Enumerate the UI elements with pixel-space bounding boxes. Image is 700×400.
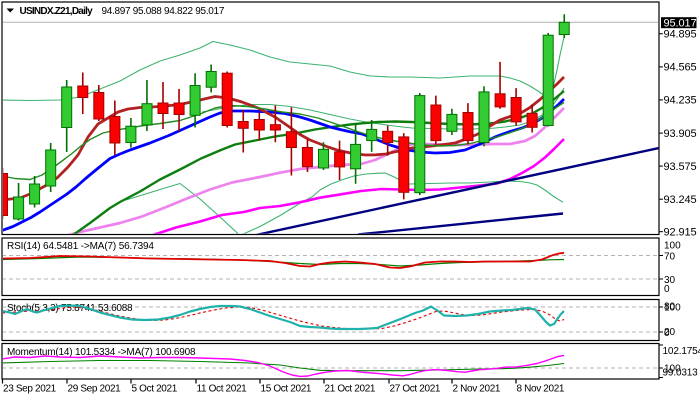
svg-text:94.897 95.088 94.822 95.017: 94.897 95.088 94.822 95.017	[102, 6, 225, 17]
svg-text:94.565: 94.565	[664, 62, 697, 74]
svg-text:93.245: 93.245	[664, 194, 697, 206]
svg-text:80: 80	[664, 302, 676, 313]
svg-text:100: 100	[664, 303, 681, 314]
svg-text:5 Oct 2021: 5 Oct 2021	[132, 383, 178, 394]
svg-text:92.915: 92.915	[664, 227, 697, 239]
svg-text:93.905: 93.905	[664, 128, 697, 140]
svg-text:15 Oct 2021: 15 Oct 2021	[261, 383, 312, 394]
svg-text:70: 70	[664, 252, 676, 263]
svg-text:23 Sep 2021: 23 Sep 2021	[3, 383, 57, 394]
svg-text:100: 100	[664, 241, 681, 252]
svg-text:Momentum(14) 101.5334 ->MA(7): Momentum(14) 101.5334 ->MA(7) 100.6908	[7, 347, 196, 358]
svg-text:8 Nov 2021: 8 Nov 2021	[517, 383, 565, 394]
svg-text:99.0313: 99.0313	[663, 367, 699, 378]
svg-text:30: 30	[664, 275, 676, 286]
svg-text:0: 0	[664, 328, 670, 339]
svg-text:27 Oct 2021: 27 Oct 2021	[390, 383, 441, 394]
svg-text:102.1754: 102.1754	[663, 346, 700, 357]
svg-text:95.017: 95.017	[664, 17, 697, 29]
svg-text:29 Sep 2021: 29 Sep 2021	[68, 383, 122, 394]
svg-text:94.235: 94.235	[664, 95, 697, 107]
svg-text:93.575: 93.575	[664, 161, 697, 173]
svg-text:20: 20	[664, 327, 676, 338]
svg-text:2 Nov 2021: 2 Nov 2021	[453, 383, 501, 394]
svg-text:RSI(14) 64.5481 ->MA(7) 56.73: RSI(14) 64.5481 ->MA(7) 56.7394	[7, 241, 154, 252]
svg-text:USINDX.Z21,Daily: USINDX.Z21,Daily	[20, 6, 94, 17]
svg-text:11 Oct 2021: 11 Oct 2021	[197, 383, 248, 394]
svg-text:0: 0	[664, 284, 670, 295]
svg-text:94.895: 94.895	[664, 29, 697, 41]
svg-text:Stoch(5,3,3) 75.8741 53.6088: Stoch(5,3,3) 75.8741 53.6088	[7, 303, 133, 314]
svg-text:21 Oct 2021: 21 Oct 2021	[325, 383, 376, 394]
svg-text:100: 100	[664, 364, 681, 375]
